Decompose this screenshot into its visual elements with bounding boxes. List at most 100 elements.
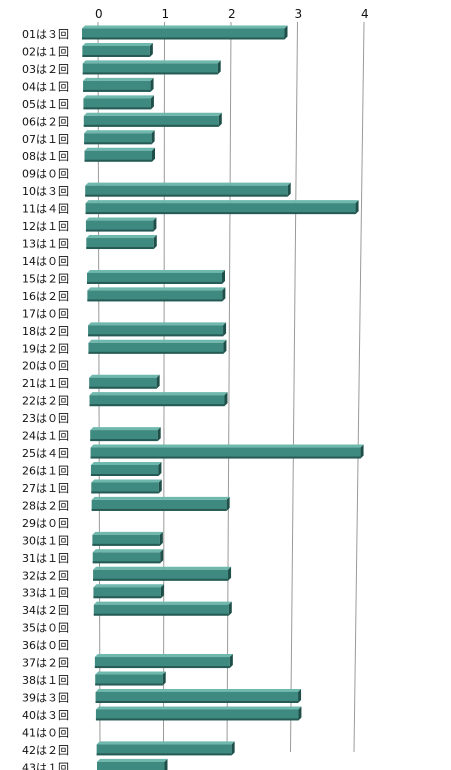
category-label: 43は１回: [22, 761, 69, 770]
bar-shadow: [83, 107, 151, 110]
bar-end-face: [284, 25, 288, 40]
gridline-1: [163, 21, 165, 753]
bar-end-face: [160, 549, 164, 564]
bar-top-face: [82, 25, 288, 29]
bar-shadow: [95, 683, 163, 686]
bar-shadow: [90, 439, 158, 442]
category-label: 23は０回: [22, 412, 69, 425]
bar: [89, 392, 228, 407]
bar-end-face: [231, 741, 235, 756]
bar: [96, 741, 235, 756]
bar-top-face: [91, 479, 162, 483]
bar-top-face: [85, 217, 157, 221]
bar-top-face: [88, 322, 227, 326]
bar-shadow: [94, 666, 230, 669]
bar-shadow: [83, 124, 219, 127]
bar-end-face: [158, 479, 162, 494]
bar-shadow: [92, 561, 161, 564]
bar-front-face: [82, 63, 218, 75]
category-label: 05は１回: [22, 98, 69, 111]
category-label: 27は１回: [22, 482, 69, 495]
bar-shadow: [93, 578, 229, 581]
bar-front-face: [93, 604, 229, 616]
bar: [84, 130, 155, 145]
bar: [83, 112, 222, 127]
bar-front-face: [89, 377, 157, 389]
bar-shadow: [90, 474, 159, 476]
bar-end-face: [162, 671, 166, 686]
bar-end-face: [224, 392, 228, 407]
bar-shadow: [87, 299, 223, 302]
bar-top-face: [96, 741, 235, 745]
bar: [90, 462, 162, 476]
bar: [87, 287, 226, 302]
bar: [93, 566, 232, 581]
bar-shadow: [84, 142, 152, 145]
bar-top-face: [92, 549, 164, 553]
bar-top-face: [88, 339, 227, 343]
bar-end-face: [223, 339, 227, 354]
gridline-3: [290, 21, 298, 753]
bar-top-face: [90, 444, 364, 448]
category-label: 08は１回: [22, 150, 69, 163]
bar-front-face: [91, 499, 227, 511]
category-label: 24は１回: [22, 430, 69, 443]
bar-front-face: [82, 28, 285, 40]
bar-front-face: [91, 482, 159, 494]
bar-top-face: [86, 235, 157, 239]
bar-front-face: [89, 395, 225, 407]
bar-top-face: [85, 182, 291, 186]
bar-end-face: [149, 42, 153, 57]
bar-end-face: [360, 444, 364, 459]
bar-top-face: [83, 95, 154, 99]
bar-shadow: [89, 404, 225, 407]
bar-shadow: [95, 700, 299, 703]
bar-shadow: [82, 72, 218, 75]
bar-top-face: [95, 688, 302, 692]
category-label: 30は１回: [22, 534, 69, 547]
bar-end-face: [153, 217, 157, 232]
category-label: 16は２回: [22, 290, 69, 303]
bar-top-face: [85, 200, 359, 204]
bar: [85, 182, 291, 197]
category-label: 25は４回: [22, 447, 69, 460]
bar-front-face: [90, 430, 158, 442]
category-label: 31は１回: [22, 552, 69, 565]
category-label: 04は１回: [22, 80, 69, 93]
category-label: 36は０回: [22, 639, 69, 652]
bar-front-face: [97, 761, 165, 770]
bar-shadow: [93, 596, 161, 599]
bar-top-face: [93, 601, 232, 605]
category-label: 17は０回: [22, 307, 69, 320]
category-label: 13は１回: [22, 238, 69, 251]
bar-front-face: [94, 657, 230, 669]
bar-shadow: [89, 386, 157, 389]
bar-end-face: [150, 95, 154, 110]
bar-top-face: [89, 374, 160, 378]
bar-top-face: [90, 427, 161, 431]
category-label: 26は１回: [22, 465, 69, 478]
bar-top-face: [95, 706, 302, 710]
bar: [88, 322, 227, 337]
bar-shadow: [86, 247, 154, 250]
category-label: 02は１回: [22, 45, 69, 58]
bar-top-face: [90, 462, 162, 465]
category-label: 18は２回: [22, 325, 69, 338]
bar-shadow: [88, 351, 224, 354]
bar: [89, 374, 160, 389]
category-label: 41は０回: [22, 726, 69, 739]
category-label: 40は３回: [22, 709, 69, 722]
gridline-2: [226, 21, 232, 753]
bar: [95, 688, 302, 703]
bar-shadow: [96, 753, 232, 756]
category-label: 14は０回: [22, 255, 69, 268]
bar: [82, 42, 153, 57]
x-tick-label: 2: [228, 7, 236, 21]
bar-top-face: [83, 112, 222, 116]
bar: [87, 269, 225, 284]
category-label: 21は１回: [22, 377, 69, 390]
bar-end-face: [158, 462, 162, 476]
bar-end-face: [153, 235, 157, 250]
x-tick-label: 3: [295, 7, 303, 21]
bar-end-face: [159, 531, 163, 546]
